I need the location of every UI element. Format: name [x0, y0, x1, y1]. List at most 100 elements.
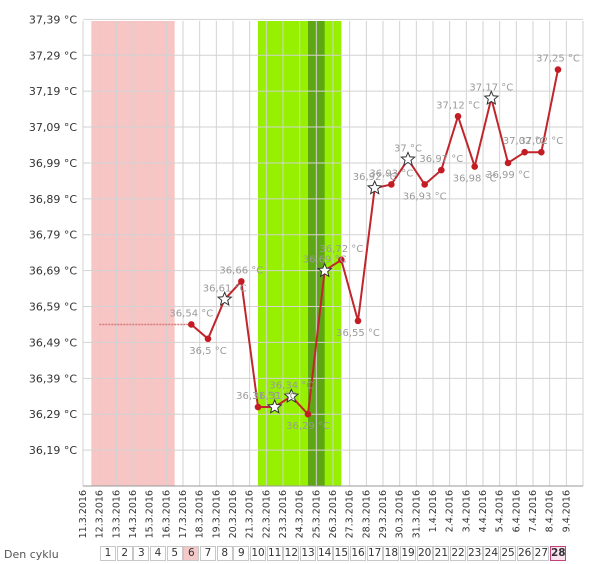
temperature-chart: 36,19 °C 36,29 °C 36,39 °C 36,49 °C 36,59 °C… — [29, 13, 584, 538]
x-tick-label: 15.3.2016 — [145, 490, 156, 538]
x-tick-label: 16.3.2016 — [161, 490, 172, 538]
y-tick-label: 36,39 °C — [29, 372, 77, 385]
x-tick-label: 18.3.2016 — [195, 490, 206, 538]
data-label: 36,72 °C — [319, 244, 363, 255]
data-point — [388, 181, 395, 188]
cycle-day-cell[interactable]: 12 — [283, 546, 300, 561]
x-tick-label: 19.3.2016 — [211, 490, 222, 538]
x-tick-label: 6.4.2016 — [511, 490, 522, 532]
cycle-day-cell[interactable]: 15 — [333, 546, 350, 561]
data-label: 36,31 °C — [236, 391, 280, 402]
data-label: 37,02 °C — [519, 136, 563, 147]
data-point — [554, 66, 562, 73]
y-tick-label: 37,09 °C — [29, 121, 77, 134]
x-tick-label: 8.4.2016 — [545, 490, 556, 532]
cycle-day-cell[interactable]: 9 — [233, 546, 250, 561]
x-tick-label: 9.4.2016 — [561, 490, 572, 532]
cycle-day-cell[interactable]: 21 — [433, 546, 450, 561]
cycle-day-cell[interactable]: 22 — [450, 546, 466, 561]
x-axis: 11.3.2016 12.3.2016 13.3.2016 14.3.2016 15.3… — [78, 490, 572, 538]
x-tick-label: 7.4.2016 — [528, 490, 539, 532]
temperature-series — [99, 66, 562, 418]
x-tick-label: 11.3.2016 — [78, 490, 89, 538]
x-tick-label: 14.3.2016 — [128, 490, 139, 538]
x-tick-label: 20.3.2016 — [228, 490, 239, 538]
cycle-day-cell[interactable]: 8 — [216, 546, 233, 561]
star-point — [366, 179, 383, 195]
data-label: 36,93 °C — [403, 191, 447, 202]
data-label: 36,5 °C — [189, 346, 226, 357]
cycle-day-cell[interactable]: 27 — [533, 546, 550, 561]
cycle-day-cell[interactable]: 1 — [100, 546, 116, 561]
y-tick-label: 37,19 °C — [29, 85, 77, 98]
cycle-day-cell[interactable]: 11 — [266, 546, 283, 561]
y-axis: 36,19 °C 36,29 °C 36,39 °C 36,49 °C 36,59 °C… — [29, 13, 77, 457]
data-point — [338, 256, 345, 264]
data-point — [188, 321, 195, 328]
y-tick-label: 36,49 °C — [29, 336, 77, 349]
cycle-day-row: Den cyklu 1 2 3 4 5 6 7 8 9 10 11 12 13 14 15 16 17 18 19 2… — [0, 545, 600, 563]
x-tick-label: 26.3.2016 — [328, 490, 339, 538]
x-tick-label: 23.3.2016 — [278, 490, 289, 538]
cycle-day-cell[interactable]: 28 — [550, 546, 566, 561]
data-point — [538, 148, 545, 156]
x-tick-label: 30.3.2016 — [395, 490, 406, 538]
data-label: 36,29 °C — [286, 421, 330, 432]
x-tick-label: 13.3.2016 — [111, 490, 122, 538]
data-point — [354, 317, 362, 325]
star-point — [316, 262, 333, 278]
y-tick-label: 36,79 °C — [29, 229, 77, 242]
data-label: 36,61 °C — [203, 283, 247, 294]
data-labels: 36,54 °C36,5 °C36,61 °C36,66 °C36,31 °C3… — [169, 54, 579, 433]
x-tick-label: 29.3.2016 — [378, 490, 389, 538]
y-tick-label: 36,99 °C — [29, 157, 77, 170]
data-label: 37,02 °C — [503, 136, 547, 147]
x-tick-label: 27.3.2016 — [345, 490, 356, 538]
data-point — [238, 278, 245, 285]
cycle-day-cell[interactable]: 19 — [400, 546, 416, 561]
data-label: 37,25 °C — [536, 54, 580, 65]
cycle-day-cell[interactable]: 6 — [183, 546, 200, 561]
x-tick-label: 4.4.2016 — [478, 490, 489, 532]
cycle-day-cell[interactable]: 7 — [200, 546, 216, 561]
cycle-day-cell[interactable]: 10 — [250, 546, 266, 561]
star-point — [283, 388, 300, 403]
cycle-day-cell[interactable]: 17 — [366, 546, 383, 561]
x-tick-label: 3.4.2016 — [461, 490, 472, 532]
y-tick-label: 36,89 °C — [29, 193, 77, 206]
star-point — [400, 151, 416, 167]
data-label: 36,92 °C — [353, 172, 397, 183]
data-label: 36,69 °C — [303, 255, 347, 266]
y-tick-label: 37,29 °C — [29, 49, 77, 62]
data-point — [254, 403, 262, 411]
x-tick-label: 17.3.2016 — [178, 490, 189, 538]
cycle-day-cell[interactable]: 18 — [383, 546, 400, 561]
data-label: 36,31 °C — [253, 391, 297, 402]
cycle-day-cell[interactable]: 24 — [483, 546, 500, 561]
x-tick-label: 25.3.2016 — [311, 490, 322, 538]
data-label: 36,93 °C — [369, 168, 413, 179]
data-point — [304, 410, 312, 418]
x-tick-label: 31.3.2016 — [411, 490, 422, 538]
data-point — [438, 166, 445, 174]
data-point — [521, 148, 528, 156]
data-label: 36,97 °C — [419, 154, 463, 165]
cycle-day-cell[interactable]: 25 — [500, 546, 516, 561]
y-tick-label: 36,59 °C — [29, 301, 77, 314]
data-label: 36,34 °C — [269, 380, 313, 391]
cycle-day-cell[interactable]: 4 — [150, 546, 166, 561]
cycle-day-title: Den cyklu — [4, 548, 59, 561]
cycle-day-cell[interactable]: 2 — [116, 546, 133, 561]
cycle-day-cell[interactable]: 5 — [166, 546, 183, 561]
cycle-day-cell[interactable]: 14 — [316, 546, 333, 561]
cycle-day-cell[interactable]: 13 — [300, 546, 316, 561]
cycle-day-cell[interactable]: 26 — [516, 546, 533, 561]
data-label: 37,12 °C — [436, 100, 480, 111]
data-label: 37,17 °C — [469, 82, 513, 93]
cycle-day-cell[interactable]: 16 — [350, 546, 366, 561]
data-point — [471, 163, 478, 170]
cycle-day-cell[interactable]: 20 — [416, 546, 433, 561]
cycle-day-cell[interactable]: 3 — [133, 546, 150, 561]
cycle-day-cell[interactable]: 23 — [466, 546, 483, 561]
temperature-line — [190, 69, 559, 417]
